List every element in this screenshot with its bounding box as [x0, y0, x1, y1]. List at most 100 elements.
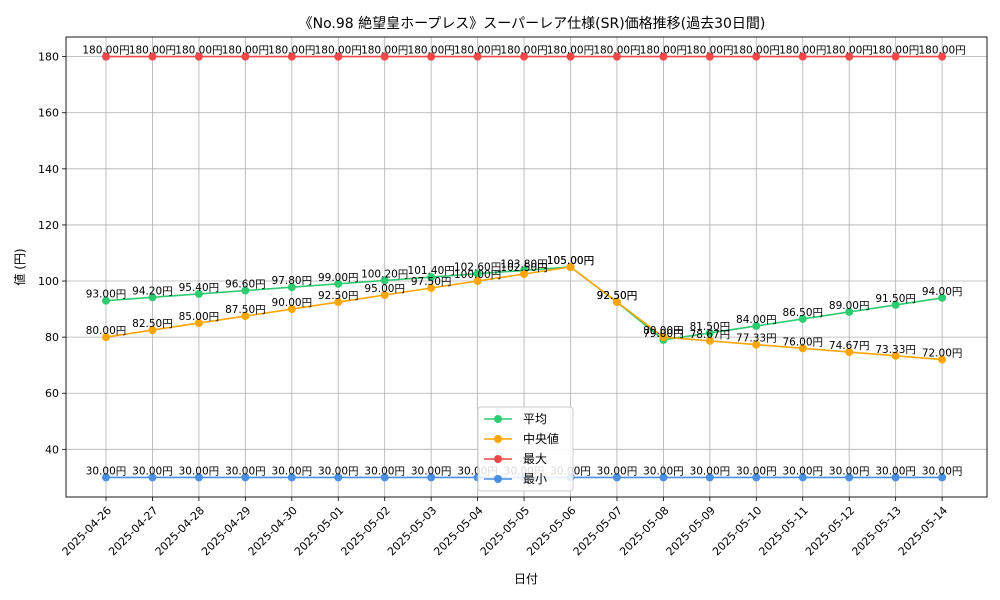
data-point: [287, 473, 296, 482]
data-label: 30.00円: [690, 465, 731, 477]
x-tick-label: 2025-05-14: [896, 504, 950, 558]
data-point: [473, 277, 482, 286]
data-label: 30.00円: [318, 465, 359, 477]
data-label: 30.00円: [225, 465, 266, 477]
data-point: [845, 307, 854, 316]
x-axis-label: 日付: [514, 572, 538, 586]
data-label: 101.40円: [408, 265, 455, 277]
data-point: [566, 52, 575, 61]
data-point: [102, 52, 110, 61]
data-point: [194, 289, 203, 298]
data-label: 30.00円: [922, 465, 963, 477]
data-label: 180.00円: [918, 45, 965, 57]
legend-label: 中央値: [523, 431, 559, 446]
data-label: 80.00円: [643, 325, 684, 337]
data-point: [473, 52, 482, 61]
data-point: [938, 293, 947, 302]
data-point: [612, 473, 621, 482]
data-point: [334, 52, 343, 61]
data-label: 180.00円: [826, 45, 873, 57]
data-label: 94.20円: [132, 285, 173, 297]
data-label: 180.00円: [268, 45, 315, 57]
data-point: [334, 473, 343, 482]
data-point: [380, 473, 389, 482]
data-point: [334, 298, 343, 307]
grid-layer: [66, 37, 987, 497]
data-label: 93.00円: [86, 289, 127, 301]
data-point: [659, 473, 668, 482]
data-label: 97.80円: [272, 275, 313, 287]
data-point: [659, 333, 668, 342]
data-point: [938, 355, 947, 364]
data-point: [287, 283, 296, 292]
data-point: [194, 52, 203, 61]
data-point: [752, 321, 761, 330]
data-point: [102, 333, 110, 342]
legend-marker: [494, 415, 502, 423]
data-point: [659, 52, 668, 61]
data-point: [520, 52, 529, 61]
y-tick-label: 140: [38, 163, 59, 176]
legend-label: 最小: [523, 472, 547, 486]
chart-title: 《No.98 絶望皇ホープレス》スーパーレア仕様(SR)価格推移(過去30日間): [299, 16, 766, 32]
y-tick-label: 40: [45, 443, 59, 456]
data-label: 180.00円: [733, 45, 780, 57]
data-point: [845, 473, 854, 482]
data-label: 180.00円: [315, 45, 362, 57]
data-point: [752, 473, 761, 482]
data-label: 30.00円: [86, 465, 127, 477]
data-label: 85.00円: [179, 311, 220, 323]
data-label: 180.00円: [175, 45, 222, 57]
data-label: 30.00円: [132, 465, 173, 477]
y-tick-label: 80: [45, 331, 59, 344]
data-label: 180.00円: [454, 45, 501, 57]
data-label: 30.00円: [875, 465, 916, 477]
data-label: 91.50円: [875, 293, 916, 305]
data-point: [798, 52, 807, 61]
data-point: [148, 52, 157, 61]
data-label: 105.00円: [547, 255, 594, 267]
data-label: 30.00円: [597, 465, 638, 477]
data-label: 30.00円: [179, 465, 220, 477]
data-label: 90.00円: [272, 297, 313, 309]
data-label: 94.00円: [922, 286, 963, 298]
data-point: [241, 312, 250, 321]
data-point: [566, 263, 575, 271]
data-label: 77.33円: [736, 333, 777, 345]
data-label: 74.67円: [829, 340, 870, 352]
data-point: [287, 52, 296, 61]
data-point: [845, 52, 854, 61]
data-point: [938, 473, 947, 482]
data-label: 30.00円: [736, 465, 777, 477]
y-axis-label: 値 (円): [12, 248, 27, 285]
data-point: [102, 296, 110, 305]
data-point: [194, 319, 203, 328]
data-label: 180.00円: [82, 45, 129, 57]
data-point: [380, 52, 389, 61]
data-label: 180.00円: [593, 45, 640, 57]
data-label: 84.00円: [736, 314, 777, 326]
data-point: [891, 473, 900, 482]
data-point: [705, 336, 714, 345]
data-point: [612, 298, 621, 307]
legend-marker: [494, 455, 502, 463]
data-point: [891, 351, 900, 360]
data-label: 30.00円: [364, 465, 405, 477]
data-point: [938, 52, 947, 61]
data-point: [473, 269, 482, 278]
data-label: 72.00円: [922, 348, 963, 360]
data-label: 30.00円: [829, 465, 870, 477]
data-point: [612, 52, 621, 61]
data-point: [798, 473, 807, 482]
data-label: 180.00円: [222, 45, 269, 57]
legend-box: [477, 406, 574, 492]
y-tick-label: 160: [38, 107, 59, 120]
data-point: [241, 473, 250, 482]
data-point: [241, 286, 250, 295]
data-label: 180.00円: [500, 45, 547, 57]
plot-area-frame: [65, 36, 988, 498]
data-label: 102.50円: [500, 262, 547, 274]
data-label: 79.00円: [643, 328, 684, 340]
data-point: [287, 305, 296, 314]
